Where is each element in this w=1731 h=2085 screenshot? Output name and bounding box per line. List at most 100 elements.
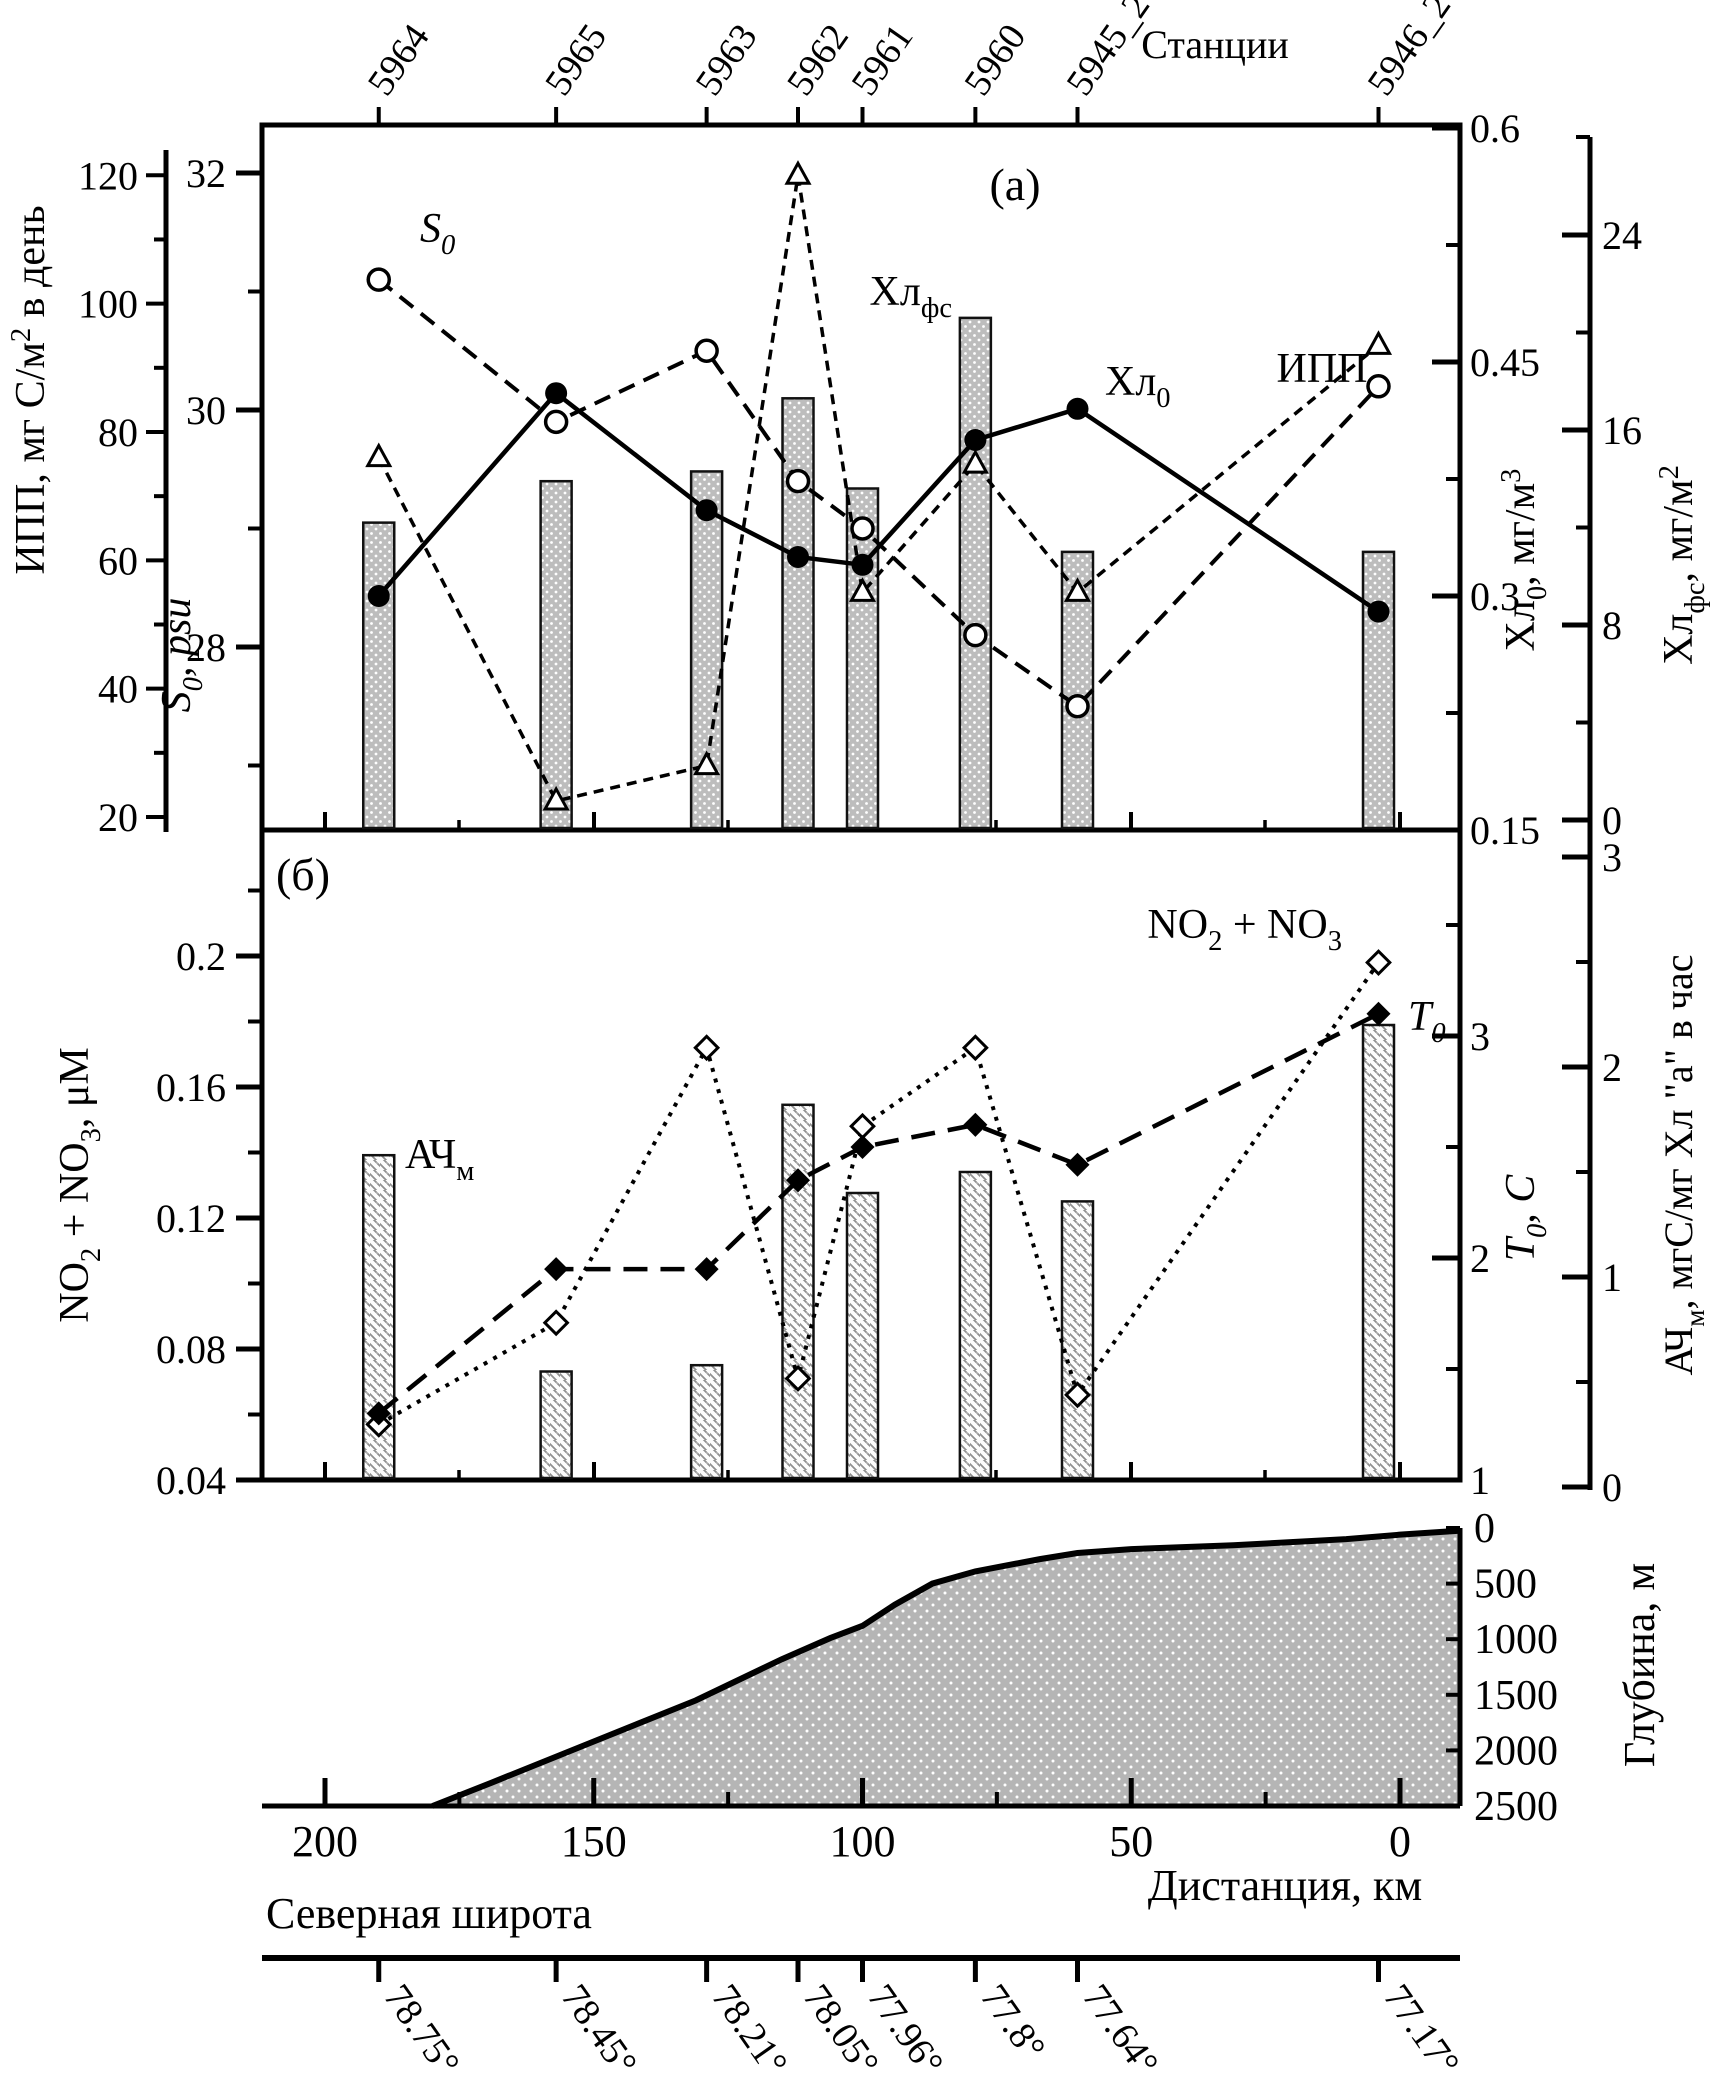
chlfs-axis-title: Хлфс, мг/м2 bbox=[1654, 465, 1711, 665]
chlfs-series-label: Хлфс bbox=[870, 269, 952, 324]
point-circle-open bbox=[543, 409, 569, 435]
latitude-label: 78.75° bbox=[375, 1977, 467, 2084]
t0-tick-label: 2 bbox=[1470, 1236, 1490, 1281]
point-triangle-open bbox=[1063, 577, 1092, 602]
bathymetry-area bbox=[431, 1530, 1460, 1806]
s0-series-label: S0 bbox=[420, 206, 455, 261]
point-circle-filled bbox=[787, 546, 809, 568]
no23-tick-label: 0.04 bbox=[156, 1458, 226, 1503]
ach-axis-title: АЧм, мгС/мг Хл "а" в час bbox=[1656, 954, 1710, 1375]
point-diamond-filled bbox=[1065, 1152, 1090, 1177]
point-diamond-filled bbox=[1366, 1001, 1391, 1026]
no23-tick-label: 0.08 bbox=[156, 1327, 226, 1372]
point-diamond-open bbox=[849, 1112, 876, 1140]
point-triangle-open bbox=[365, 442, 393, 468]
point-diamond-filled bbox=[785, 1168, 811, 1193]
point-diamond-open bbox=[693, 1034, 721, 1062]
distance-tick-label: 200 bbox=[292, 1817, 358, 1866]
no23-axis: 0.2 0.16 0.12 0.08 0.04 NO2 + NO3, μМ bbox=[52, 888, 262, 1503]
point-diamond-filled bbox=[694, 1257, 719, 1282]
t0-series bbox=[366, 1001, 1391, 1426]
ach-bar bbox=[958, 1170, 993, 1480]
depth-tick-label: 2500 bbox=[1474, 1784, 1558, 1830]
station-label: 5960 bbox=[956, 17, 1034, 103]
ach-tick-label: 1 bbox=[1602, 1255, 1622, 1300]
latitude-label: 77.64° bbox=[1074, 1977, 1166, 2084]
station-label: 5962 bbox=[779, 17, 857, 103]
point-circle-filled bbox=[1066, 397, 1089, 420]
seafloor-line bbox=[431, 1527, 1460, 1809]
point-circle-filled bbox=[964, 429, 987, 451]
no23-tick-label: 0.12 bbox=[156, 1196, 226, 1241]
no23-series bbox=[365, 949, 1392, 1438]
ipp-axis-title: ИПП, мг С/м2 в день bbox=[6, 205, 54, 574]
chl0-tick-label: 0.3 bbox=[1470, 574, 1520, 619]
station-label: 5963 bbox=[688, 17, 766, 103]
stations-axis-title: Станции bbox=[1141, 22, 1289, 67]
point-circle-open bbox=[1366, 374, 1391, 399]
latitude-label: 77.8° bbox=[972, 1977, 1053, 2068]
chl0-series-label: Хл0 bbox=[1105, 359, 1171, 414]
point-diamond-filled bbox=[850, 1134, 875, 1160]
latitude-label: 77.17° bbox=[1375, 1977, 1467, 2084]
s0-tick-label: 28 bbox=[186, 625, 226, 670]
distance-tick-label: 100 bbox=[830, 1817, 896, 1866]
chlfs-bar bbox=[781, 397, 815, 830]
t0-axis-title: T0, C bbox=[1498, 1174, 1553, 1262]
panel-b-label: (б) bbox=[276, 849, 330, 900]
ach-bar bbox=[1060, 1200, 1095, 1480]
point-circle-open bbox=[694, 338, 719, 363]
chl0-tick-label: 0.6 bbox=[1470, 106, 1520, 151]
ipp-tick-label: 20 bbox=[98, 795, 138, 840]
s0-axis-title: S0, psu bbox=[154, 598, 209, 713]
chlfs-bar bbox=[362, 521, 396, 830]
chlfs-tick-label: 8 bbox=[1602, 603, 1622, 648]
t0-tick-label: 1 bbox=[1470, 1458, 1490, 1503]
station-label: 5946_2 bbox=[1359, 0, 1459, 103]
ach-series-label: АЧм bbox=[405, 1132, 474, 1187]
no23-series-label: NO2 + NO3 bbox=[1147, 902, 1342, 957]
depth-tick-label: 0 bbox=[1474, 1506, 1495, 1552]
distance-tick-label: 0 bbox=[1389, 1817, 1411, 1866]
point-circle-open bbox=[963, 622, 988, 648]
point-diamond-open bbox=[542, 1309, 570, 1337]
chlfs-bar bbox=[1361, 550, 1396, 830]
s0-tick-label: 30 bbox=[186, 388, 226, 433]
distance-axis-title: Дистанция, км bbox=[1148, 1861, 1422, 1910]
t0-axis: 3 2 1 T0, C bbox=[1432, 923, 1553, 1503]
chl0-series bbox=[367, 382, 1390, 623]
no23-axis-title: NO2 + NO3, μМ bbox=[52, 1047, 107, 1322]
point-circle-filled bbox=[851, 553, 874, 576]
point-triangle-open bbox=[1364, 330, 1393, 355]
annotations: (a) (б) S0 Хлфс Хл0 ИПП NO2 + NO3 T0 АЧм bbox=[276, 159, 1446, 1187]
point-circle-filled bbox=[545, 382, 568, 405]
depth-tick-label: 2000 bbox=[1474, 1728, 1558, 1774]
ipp-axis: 120 100 80 60 40 20 ИПП, мг С/м2 в день bbox=[6, 150, 169, 840]
chlfs-tick-label: 0 bbox=[1602, 798, 1622, 843]
point-triangle-open bbox=[542, 785, 570, 811]
latitude-label: 78.21° bbox=[703, 1977, 795, 2084]
distance-tick-label: 150 bbox=[561, 1817, 627, 1866]
ach-bar bbox=[781, 1103, 815, 1480]
point-circle-filled bbox=[695, 499, 718, 522]
chl0-axis-title: Хл0, мг/м3 bbox=[1496, 469, 1553, 652]
no23-tick-label: 0.16 bbox=[156, 1065, 226, 1110]
ach-bar bbox=[1361, 1023, 1396, 1480]
point-diamond-open bbox=[961, 1034, 989, 1062]
ach-bar bbox=[845, 1191, 880, 1480]
t0-tick-label: 3 bbox=[1470, 1014, 1490, 1059]
point-triangle-open bbox=[961, 448, 989, 474]
ipp-series bbox=[365, 160, 1393, 811]
point-triangle-open bbox=[784, 160, 812, 185]
far-right-axis: 24 16 8 0 Хлфс, мг/м2 3 2 1 0 АЧм, мгС/мг Хл "а" … bbox=[1562, 135, 1711, 1510]
t0-series-label: T0 bbox=[1408, 994, 1446, 1049]
no23-tick-label: 0.2 bbox=[176, 934, 226, 979]
station-label: 5965 bbox=[537, 17, 615, 103]
point-diamond-open bbox=[1365, 949, 1392, 976]
point-triangle-open bbox=[693, 750, 721, 776]
point-diamond-filled bbox=[544, 1257, 569, 1282]
